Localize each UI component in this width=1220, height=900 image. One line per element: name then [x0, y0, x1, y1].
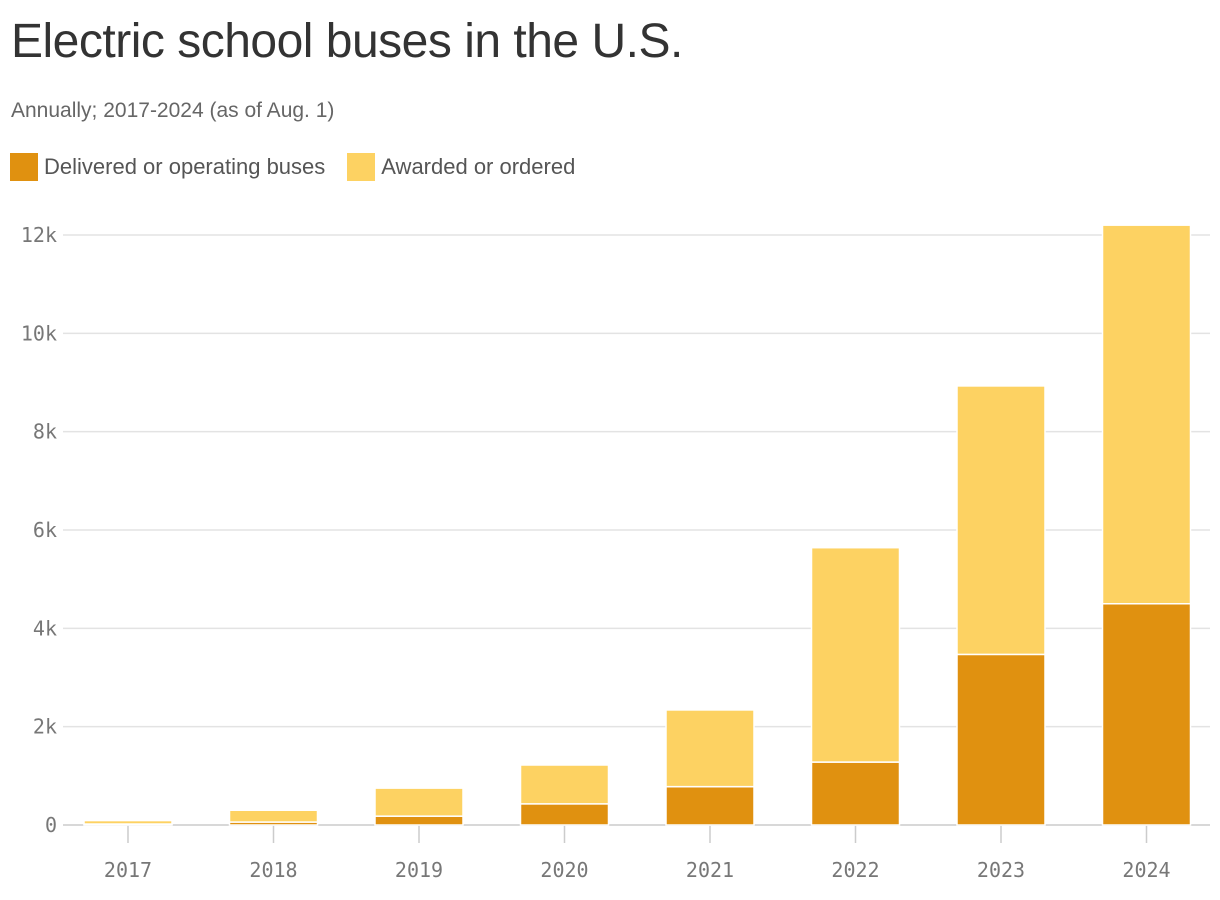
y-tick-label: 12k	[21, 223, 57, 247]
bar-delivered	[519, 803, 610, 826]
chart-legend: Delivered or operating buses Awarded or …	[10, 153, 597, 181]
x-tick-label: 2021	[686, 858, 734, 882]
legend-item-delivered: Delivered or operating buses	[10, 153, 325, 181]
bar-awarded	[956, 385, 1046, 656]
bar-awarded	[83, 819, 173, 825]
legend-item-awarded: Awarded or ordered	[347, 153, 575, 181]
y-tick-label: 10k	[21, 321, 57, 345]
bar-delivered	[374, 815, 464, 826]
bar-awarded	[519, 764, 610, 805]
bar-delivered	[1101, 603, 1192, 826]
y-tick-label: 0	[45, 813, 57, 837]
bar-awarded	[374, 787, 464, 817]
bar-delivered	[810, 761, 901, 826]
bar-awarded	[810, 546, 901, 763]
x-tick-label: 2018	[249, 858, 297, 882]
bar-delivered	[956, 653, 1046, 826]
legend-swatch-delivered	[10, 153, 38, 181]
bar-delivered	[665, 785, 755, 826]
x-tick-label: 2020	[540, 858, 588, 882]
legend-swatch-awarded	[347, 153, 376, 181]
x-tick-label: 2022	[831, 858, 879, 882]
x-tick-label: 2023	[977, 858, 1025, 882]
bar-awarded	[228, 809, 319, 823]
y-tick-label: 2k	[33, 715, 57, 739]
legend-label-delivered: Delivered or operating buses	[44, 154, 326, 179]
y-tick-label: 6k	[33, 518, 57, 542]
chart-subtitle: Annually; 2017-2024 (as of Aug. 1)	[11, 99, 335, 122]
x-tick-label: 2019	[395, 858, 443, 882]
bar-awarded	[665, 709, 755, 788]
bar-awarded	[1101, 224, 1192, 605]
y-tick-label: 8k	[33, 420, 57, 444]
x-tick-label: 2024	[1122, 858, 1170, 882]
legend-label-awarded: Awarded or ordered	[381, 154, 576, 179]
x-tick-label: 2017	[104, 858, 152, 882]
chart-title: Electric school buses in the U.S.	[11, 15, 683, 68]
y-tick-label: 4k	[33, 616, 57, 640]
